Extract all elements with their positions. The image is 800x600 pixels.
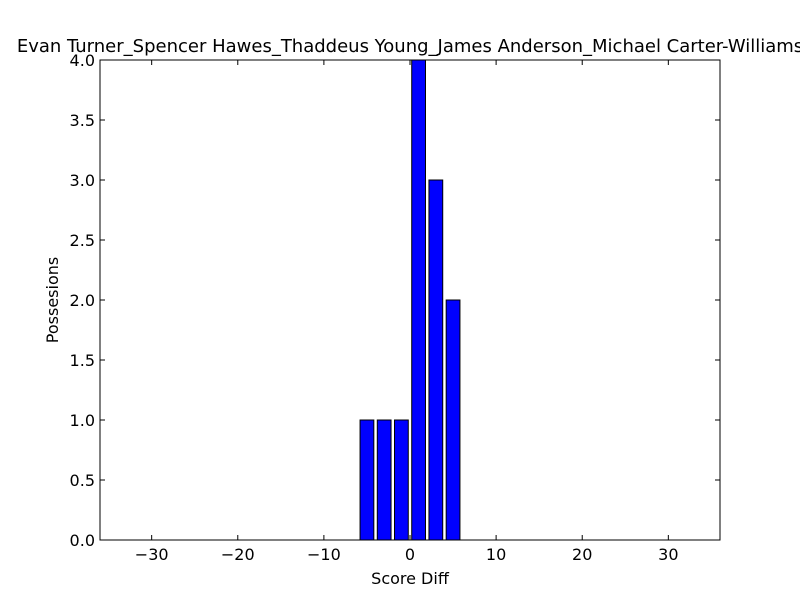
ticks-group: −30 −20 −10 0 10 20 30 0.0 0.5 1.0 1.5 2.0 2.5 3.0 3.5… [70,51,720,564]
x-tick-label: −30 [135,545,169,564]
y-tick-label: 2.0 [70,291,95,310]
plot-area [100,60,720,540]
bar [376,419,392,541]
x-tick-label: 10 [486,545,506,564]
y-axis-label: Possesions [43,257,62,343]
bar [445,299,461,541]
bar [359,419,375,541]
bars-group [359,59,461,541]
y-tick-label: 4.0 [70,51,95,70]
plot-frame [99,59,721,541]
y-tick-label: 1.5 [70,351,95,370]
chart-title: Evan Turner_Spencer Hawes_Thaddeus Young… [17,36,800,57]
x-tick-label: 0 [405,545,415,564]
y-tick-label: 1.0 [70,411,95,430]
y-tick-label: 3.5 [70,111,95,130]
bar [428,179,444,541]
x-tick-label: −10 [307,545,341,564]
bar [394,419,409,541]
y-tick-label: 2.5 [70,231,95,250]
y-tick-label: 3.0 [70,171,95,190]
bar [411,59,427,541]
y-tick-label: 0.5 [70,471,95,490]
x-tick-label: −20 [221,545,255,564]
x-tick-label: 30 [658,545,678,564]
x-tick-label: 20 [572,545,592,564]
x-axis-label: Score Diff [371,569,450,588]
y-tick-label: 0.0 [70,531,95,550]
